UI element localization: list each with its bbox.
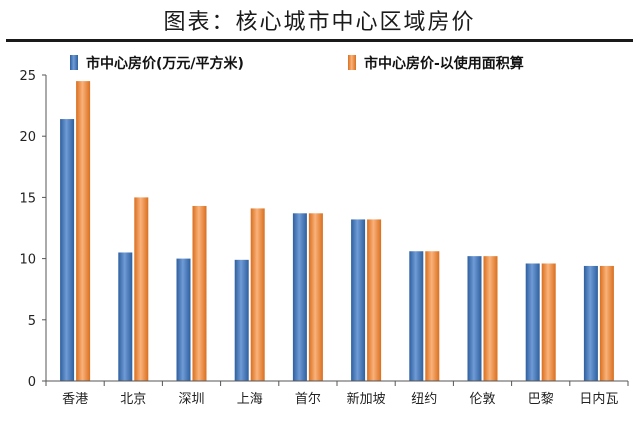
y-tick-label: 0 bbox=[28, 375, 36, 390]
chart-title: 图表：核心城市中心区域房价 bbox=[163, 10, 476, 35]
bar-series-1 bbox=[118, 252, 133, 381]
x-tick-label: 上海 bbox=[237, 392, 263, 407]
x-tick-label: 日内瓦 bbox=[579, 391, 618, 407]
bar-series-1 bbox=[409, 251, 424, 381]
y-tick-label: 5 bbox=[28, 314, 36, 329]
legend-label: 市中心房价(万元/平方米) bbox=[86, 55, 244, 72]
bar-series-2 bbox=[483, 256, 498, 381]
bar-series-2 bbox=[367, 219, 382, 381]
x-tick-label: 新加坡 bbox=[347, 391, 386, 407]
y-axis: 0 5 10 15 20 25 bbox=[19, 69, 47, 390]
x-tick-label: 纽约 bbox=[411, 392, 437, 407]
bar-series-1 bbox=[351, 219, 366, 381]
legend-swatch bbox=[70, 55, 78, 70]
y-tick-label: 25 bbox=[19, 69, 36, 84]
x-axis: 香港 北京 深圳 上海 首尔 新加坡 纽约 伦敦 巴黎 日内瓦 bbox=[45, 380, 629, 407]
x-tick-label: 香港 bbox=[62, 392, 88, 407]
x-tick-label: 巴黎 bbox=[528, 392, 554, 407]
bar-series-2 bbox=[425, 251, 440, 381]
bar-series-1 bbox=[525, 263, 540, 381]
x-tick-label: 首尔 bbox=[295, 392, 321, 407]
bar-series-2 bbox=[76, 81, 91, 382]
legend-swatch bbox=[348, 55, 356, 70]
y-tick-label: 15 bbox=[19, 191, 36, 206]
bar-series-1 bbox=[467, 256, 482, 381]
bar-series-2 bbox=[541, 263, 556, 381]
bar-series-1 bbox=[292, 213, 307, 381]
bar-series-2 bbox=[599, 265, 614, 381]
bar-series-2 bbox=[134, 197, 149, 381]
bar-series-2 bbox=[192, 205, 207, 381]
bar-series-1 bbox=[234, 259, 249, 381]
x-tick-label: 深圳 bbox=[178, 392, 204, 407]
x-tick-label: 北京 bbox=[120, 392, 146, 407]
y-tick-label: 20 bbox=[19, 130, 36, 145]
bar-series-1 bbox=[60, 119, 75, 382]
bar-series-1 bbox=[583, 265, 598, 381]
legend: 市中心房价(万元/平方米) 市中心房价-以使用面积算 bbox=[70, 55, 524, 72]
bars bbox=[60, 81, 614, 382]
x-tick-label: 伦敦 bbox=[469, 391, 495, 407]
y-tick-label: 10 bbox=[19, 253, 36, 268]
bar-series-1 bbox=[176, 258, 191, 381]
legend-label: 市中心房价-以使用面积算 bbox=[364, 55, 524, 72]
bar-series-2 bbox=[308, 213, 323, 381]
title-underline bbox=[6, 39, 633, 42]
bar-series-2 bbox=[250, 208, 265, 381]
